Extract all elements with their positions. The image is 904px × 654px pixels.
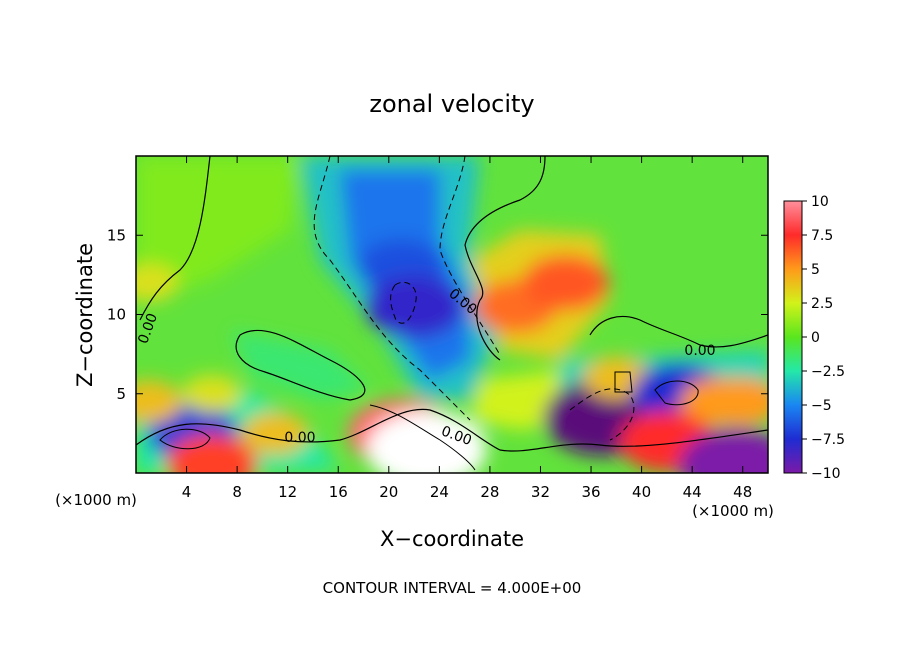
y-axis-title: Z−coordinate [73,243,97,387]
x-tick-label: 32 [531,483,550,501]
colorbar-tick-label: 0 [811,330,820,346]
y-tick-label: 15 [107,226,126,244]
colorbar-tick-label: 10 [811,194,829,210]
x-unit-label: (×1000 m) [55,491,137,509]
plot-area: 0.000.00 0.000.000.00 [135,155,769,474]
zero-contour-left [139,156,211,321]
y-tick-label: 10 [107,306,126,324]
colorbar-tick-label: −7.5 [811,432,845,448]
chart-title: zonal velocity [369,90,534,118]
field-feature-12 [136,380,183,424]
field-feature-10 [705,377,768,426]
x-tick-label: 8 [232,483,242,501]
contour-interval-note: CONTOUR INTERVAL = 4.000E+00 [323,579,582,597]
contour-label-4: 0.00 [684,343,715,359]
x-tick-label: 44 [683,483,702,501]
contour-orange-box [614,371,633,393]
dashed-contour-core [390,281,417,324]
x-axis-title: X−coordinate [380,527,524,551]
field-region-upper-left [136,156,300,300]
x-tick-label: 24 [430,483,449,501]
x-unit-label-right: (×1000 m) [692,502,774,520]
dashed-contour-right [439,156,501,356]
field-feature-3 [522,254,610,311]
x-tick-label: 48 [733,483,752,501]
field-feature-5 [366,410,487,473]
x-tick-label: 40 [632,483,651,501]
field-feature-14 [241,411,309,455]
zero-contour-low [136,408,768,452]
field-feature-13 [166,434,258,473]
zero-contour-mid [235,329,366,401]
dashed-contour-center [313,156,471,421]
contour-blob-4 [159,428,211,450]
x-tick-label: 28 [480,483,499,501]
contour-labels: 0.000.00 0.000.000.00 [135,286,715,449]
colorbar-tick-label: 7.5 [811,228,833,244]
velocity-field [136,156,768,473]
contour-lines [136,156,768,471]
contour-blob-43 [654,380,699,406]
x-tick-label: 16 [329,483,348,501]
x-tick-label: 20 [379,483,398,501]
x-tick-label: 36 [581,483,600,501]
colorbar: 10 7.5 5 2.5 0 −2.5 −5 −7.5 −10 [783,194,845,482]
y-tick-label: 5 [116,385,126,403]
colorbar-tick-label: −5 [811,398,832,414]
field-feature-17 [182,374,242,413]
colorbar-tick-label: −2.5 [811,364,845,380]
y-axis: 5 10 15 [107,226,768,403]
x-tick-label: 12 [278,483,297,501]
dashed-contour-lower [569,388,635,441]
contour-red-patch [369,404,476,471]
field-feature-1 [364,274,464,339]
x-tick-label: 4 [182,483,192,501]
dashed-contours [313,156,635,441]
colorbar-tick-label: −10 [811,466,841,482]
zero-contour-upper [464,156,546,361]
contour-label-1: 0.00 [284,430,315,446]
contour-upper-right [589,315,768,348]
x-axis: 4 8 12 16 20 24 28 32 36 40 44 48 [182,156,752,501]
colorbar-tick-label: 2.5 [811,296,833,312]
colorbar-gradient [783,200,803,474]
field-region-mid-band [230,330,370,400]
colorbar-tick-label: 5 [811,262,820,278]
field-feature-18 [136,263,179,302]
